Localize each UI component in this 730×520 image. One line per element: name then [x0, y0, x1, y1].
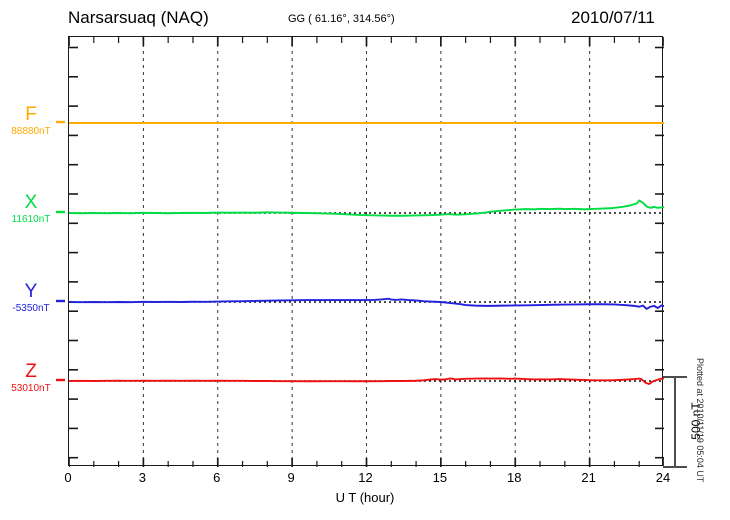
component-baseline-value: 11610nT	[11, 214, 51, 225]
page-title: Narsarsuaq (NAQ)	[68, 8, 209, 27]
component-letter: F	[25, 104, 37, 125]
x-tick-label: 6	[213, 470, 221, 485]
magnetogram-plot-area	[68, 36, 664, 467]
right-axis-ticks	[655, 46, 664, 459]
x-tick-label: 12	[358, 470, 373, 485]
component-label-f: F 88880nT	[0, 105, 62, 138]
component-letter: Z	[25, 361, 37, 382]
component-letter: X	[24, 192, 38, 213]
data-traces	[69, 122, 664, 385]
vertical-gridlines	[142, 37, 591, 467]
component-baseline-value: -5350nT	[12, 303, 50, 314]
x-tick-label: 9	[287, 470, 295, 485]
scale-bar-stem	[674, 376, 676, 467]
x-tick-label: 24	[655, 470, 671, 485]
magnetogram-svg	[69, 37, 664, 467]
geographic-coordinates: GG ( 61.16°, 314.56°)	[288, 13, 395, 25]
component-baseline-value: 53010nT	[11, 383, 51, 394]
x-tick-label: 15	[432, 470, 448, 485]
x-axis-title: U T (hour)	[335, 490, 395, 505]
component-label-x: X 11610nT	[0, 193, 62, 226]
observation-date: 2010/07/11	[571, 8, 655, 27]
top-axis-ticks	[69, 37, 664, 46]
component-baseline-value: 88880nT	[11, 126, 51, 137]
component-letter: Y	[24, 281, 38, 302]
scale-bar: 500 nT	[663, 376, 703, 468]
x-tick-label: 21	[581, 470, 596, 485]
baseline-color-stubs	[56, 120, 65, 382]
plotted-at-timestamp: Plotted at 2010/11/19 05:04 UT	[695, 358, 705, 483]
x-tick-label: 0	[64, 470, 72, 485]
x-tick-label: 18	[507, 470, 522, 485]
component-label-y: Y -5350nT	[0, 282, 62, 315]
x-tick-label: 3	[138, 470, 146, 485]
left-axis-ticks	[69, 46, 78, 459]
component-baselines	[69, 122, 664, 382]
bottom-axis-ticks	[69, 458, 664, 467]
component-label-z: Z 53010nT	[0, 362, 62, 395]
